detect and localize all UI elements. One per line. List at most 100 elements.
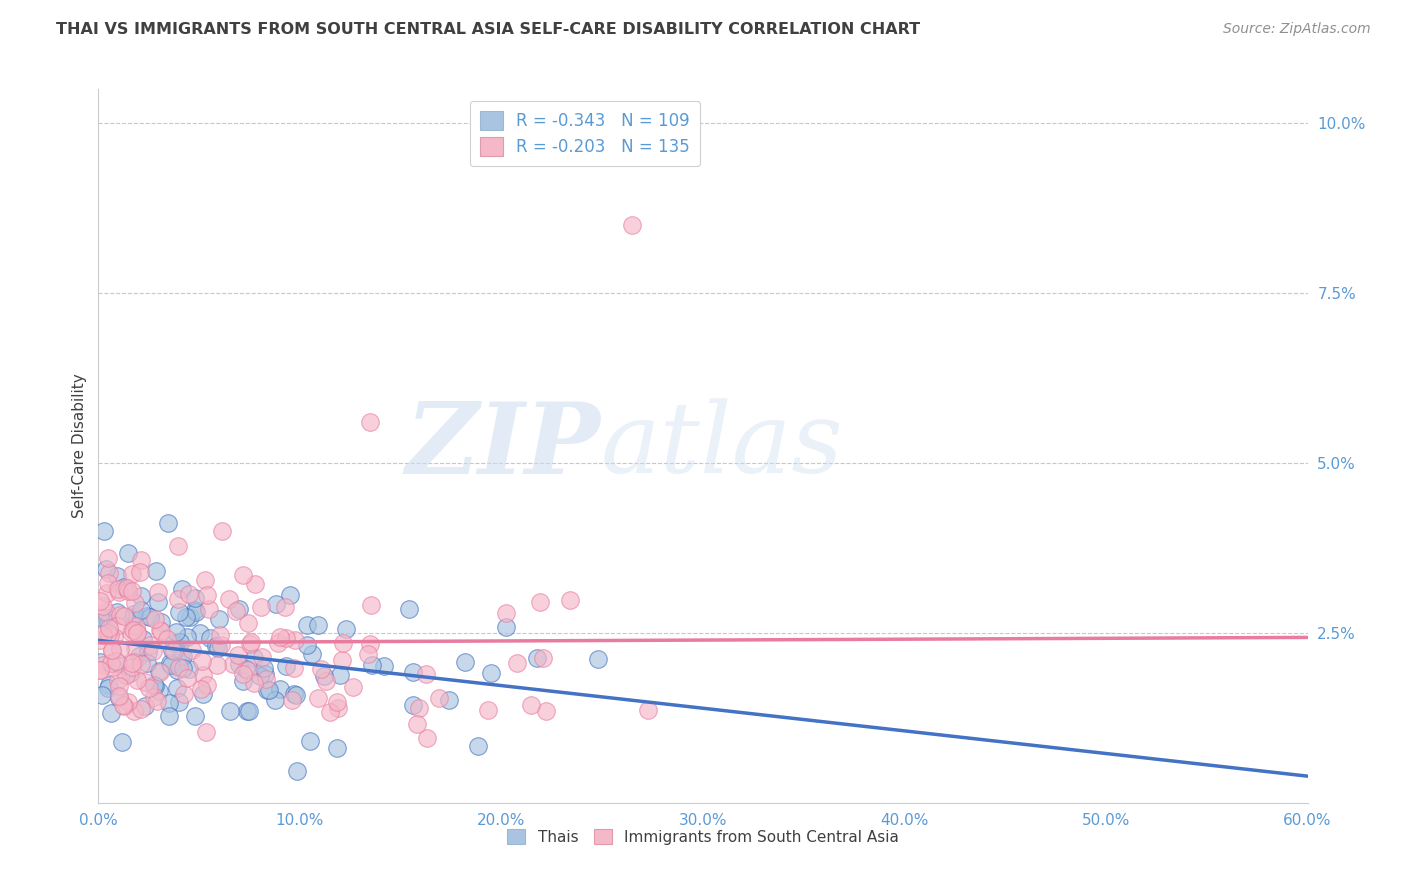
Point <box>437 692 460 706</box>
Point <box>117 583 139 598</box>
Point <box>136 645 159 659</box>
Point <box>100 657 122 671</box>
Point <box>97 616 120 631</box>
Point <box>329 668 352 682</box>
Point <box>211 524 233 538</box>
Point <box>91 599 114 613</box>
Point <box>283 661 305 675</box>
Point <box>357 647 380 661</box>
Point <box>139 638 162 652</box>
Point <box>122 624 145 638</box>
Point <box>207 641 229 656</box>
Point <box>243 577 266 591</box>
Point <box>118 666 141 681</box>
Point <box>191 687 214 701</box>
Point <box>232 674 254 689</box>
Point <box>195 588 218 602</box>
Point <box>121 566 143 581</box>
Point <box>243 676 266 690</box>
Point <box>112 698 135 713</box>
Point <box>111 735 134 749</box>
Point <box>621 218 644 232</box>
Point <box>274 658 297 673</box>
Point <box>103 660 125 674</box>
Point <box>269 682 291 697</box>
Point <box>264 597 287 611</box>
Point <box>125 625 148 640</box>
Point <box>301 648 323 662</box>
Point <box>129 589 152 603</box>
Point <box>121 660 143 674</box>
Point <box>188 625 211 640</box>
Point <box>505 656 527 670</box>
Point <box>135 609 157 624</box>
Point <box>129 553 152 567</box>
Legend: Thais, Immigrants from South Central Asia: Thais, Immigrants from South Central Asi… <box>499 821 907 852</box>
Point <box>117 695 139 709</box>
Point <box>96 611 118 625</box>
Point <box>90 689 112 703</box>
Point <box>134 699 156 714</box>
Point <box>94 562 117 576</box>
Point <box>148 664 170 678</box>
Point <box>143 690 166 704</box>
Point <box>108 585 131 599</box>
Point <box>330 653 353 667</box>
Point <box>146 585 169 599</box>
Point <box>309 662 332 676</box>
Point <box>124 596 146 610</box>
Point <box>416 731 439 745</box>
Point <box>232 666 254 681</box>
Point <box>256 682 278 697</box>
Point <box>146 595 169 609</box>
Point <box>406 717 429 731</box>
Point <box>157 709 180 723</box>
Point <box>155 632 177 647</box>
Point <box>239 637 262 651</box>
Point <box>307 690 329 705</box>
Point <box>149 665 172 679</box>
Point <box>184 603 207 617</box>
Point <box>157 696 180 710</box>
Point <box>332 636 354 650</box>
Point <box>177 586 200 600</box>
Point <box>267 636 290 650</box>
Point <box>191 668 214 682</box>
Point <box>122 624 145 638</box>
Point <box>89 633 111 648</box>
Point <box>278 588 301 602</box>
Point <box>97 681 120 695</box>
Point <box>166 681 188 695</box>
Point <box>142 644 165 658</box>
Point <box>402 698 425 713</box>
Point <box>160 642 183 657</box>
Point <box>103 630 125 644</box>
Point <box>283 687 305 701</box>
Point <box>312 669 335 683</box>
Point <box>197 602 219 616</box>
Point <box>218 592 240 607</box>
Point <box>209 638 232 652</box>
Point <box>173 687 195 701</box>
Point <box>328 701 350 715</box>
Point <box>249 668 271 682</box>
Point <box>295 617 318 632</box>
Point <box>250 650 273 665</box>
Point <box>166 539 188 553</box>
Point <box>96 605 118 619</box>
Point <box>222 657 245 672</box>
Point <box>124 641 146 656</box>
Point <box>108 690 131 705</box>
Point <box>285 764 308 779</box>
Point <box>236 615 259 630</box>
Point <box>122 704 145 718</box>
Point <box>531 651 554 665</box>
Point <box>454 655 477 669</box>
Point <box>319 705 342 719</box>
Point <box>401 665 423 680</box>
Point <box>98 627 121 641</box>
Point <box>115 581 138 595</box>
Point <box>253 666 276 681</box>
Point <box>97 678 120 692</box>
Point <box>479 665 502 680</box>
